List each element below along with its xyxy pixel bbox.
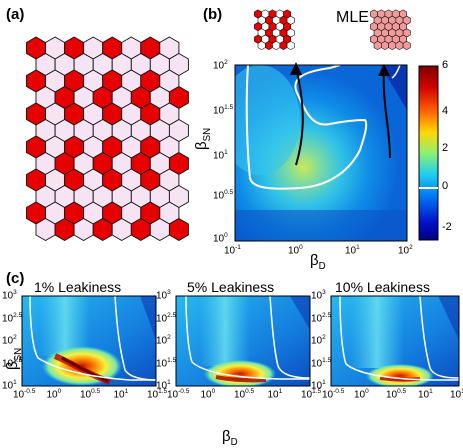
x-tick-c: 100 bbox=[354, 388, 369, 401]
x-tick-c: 101 bbox=[267, 388, 283, 401]
y-tick-c: 102 bbox=[311, 334, 326, 347]
heatmap-c3 bbox=[331, 296, 459, 386]
colorbar-tick: 6 bbox=[442, 59, 449, 71]
hex-cell bbox=[388, 40, 397, 51]
hex-cell bbox=[380, 40, 389, 51]
heatmap-c2 bbox=[176, 296, 310, 386]
x-tick-c: 101 bbox=[418, 388, 433, 401]
panel-letter-a: (a) bbox=[6, 6, 25, 23]
y-tick-c: 101 bbox=[311, 379, 326, 392]
arrow-left-b bbox=[295, 67, 304, 166]
y-tick-b: 100 bbox=[213, 232, 228, 245]
y-tick-c: 101 bbox=[156, 379, 171, 392]
y-tick-c: 103 bbox=[2, 289, 17, 302]
axes-frame-c2 bbox=[175, 295, 311, 387]
x-tick-b: 100 bbox=[288, 244, 303, 257]
x-tick-c: 101.5 bbox=[450, 388, 463, 401]
x-tick-b: 102 bbox=[398, 244, 413, 257]
colorbar bbox=[418, 65, 439, 241]
y-tick-c: 103 bbox=[311, 289, 326, 302]
hex-cell bbox=[395, 40, 404, 51]
x-tick-c: 10-0.5 bbox=[13, 388, 36, 401]
axes-frame-c3 bbox=[330, 295, 460, 387]
y-tick-c: 102 bbox=[156, 334, 171, 347]
x-tick-b: 101 bbox=[345, 244, 360, 257]
colorbar-tick: -2 bbox=[442, 221, 452, 233]
xlabel-b: βD bbox=[310, 252, 326, 272]
title-b: MLE bbox=[336, 9, 369, 26]
heatmap-b bbox=[235, 65, 407, 241]
y-tick-c: 102 bbox=[2, 334, 17, 347]
hex-cell bbox=[257, 40, 266, 51]
x-tick-c: 101 bbox=[113, 388, 129, 401]
hex-cell bbox=[286, 40, 295, 51]
x-tick-c: 10-0.5 bbox=[322, 388, 345, 401]
hex-cell bbox=[264, 40, 273, 51]
y-tick-c: 101 bbox=[2, 379, 17, 392]
hex-cell bbox=[168, 217, 189, 242]
y-tick-c: 101.5 bbox=[2, 356, 23, 369]
x-tick-c: 100.5 bbox=[234, 388, 255, 401]
y-tick-c: 102.5 bbox=[311, 311, 332, 324]
y-tick-b: 101.5 bbox=[213, 104, 234, 117]
heatmap-c1 bbox=[22, 296, 156, 386]
arrow-right-b bbox=[382, 69, 391, 159]
panel-letter-b: (b) bbox=[203, 6, 223, 23]
panel-letter-c: (c) bbox=[6, 270, 25, 287]
xlabel-c: βD bbox=[222, 428, 238, 448]
x-tick-c: 100 bbox=[46, 388, 62, 401]
inset-lattice-right bbox=[370, 9, 411, 51]
y-tick-c: 103 bbox=[156, 289, 171, 302]
x-tick-b: 10-1 bbox=[224, 244, 241, 257]
y-tick-b: 100.5 bbox=[213, 189, 234, 202]
axes-frame-c1 bbox=[21, 295, 157, 387]
colorbar-tick: 2 bbox=[442, 142, 449, 154]
hex-cell bbox=[402, 40, 411, 51]
y-tick-b: 102 bbox=[213, 59, 228, 72]
ylabel-b: βSN bbox=[193, 127, 213, 150]
hex-cell bbox=[279, 40, 288, 51]
subtitle-c3: 10% Leakiness bbox=[335, 279, 430, 295]
axes-frame-b bbox=[234, 64, 408, 242]
colorbar-tick: 0 bbox=[442, 180, 449, 192]
colorbar-tick: 4 bbox=[442, 105, 449, 117]
hex-cell bbox=[373, 40, 382, 51]
contour-b bbox=[245, 65, 368, 190]
inset-lattice-left bbox=[254, 9, 295, 51]
y-tick-b: 101 bbox=[213, 149, 228, 162]
hexagonal-lattice-a bbox=[26, 36, 189, 242]
x-tick-c: 101.5 bbox=[147, 388, 168, 401]
y-tick-c: 102.5 bbox=[2, 311, 23, 324]
x-tick-c: 10-0.5 bbox=[167, 388, 190, 401]
x-tick-c: 100.5 bbox=[80, 388, 101, 401]
x-tick-c: 100.5 bbox=[386, 388, 407, 401]
subtitle-c1: 1% Leakiness bbox=[34, 279, 122, 295]
y-tick-c: 102.5 bbox=[156, 311, 177, 324]
subtitle-c2: 5% Leakiness bbox=[187, 279, 275, 295]
x-tick-c: 100 bbox=[200, 388, 216, 401]
y-tick-c: 101.5 bbox=[156, 356, 177, 369]
x-tick-c: 101.5 bbox=[301, 388, 322, 401]
hex-cell bbox=[272, 40, 281, 51]
y-tick-c: 101.5 bbox=[311, 356, 332, 369]
